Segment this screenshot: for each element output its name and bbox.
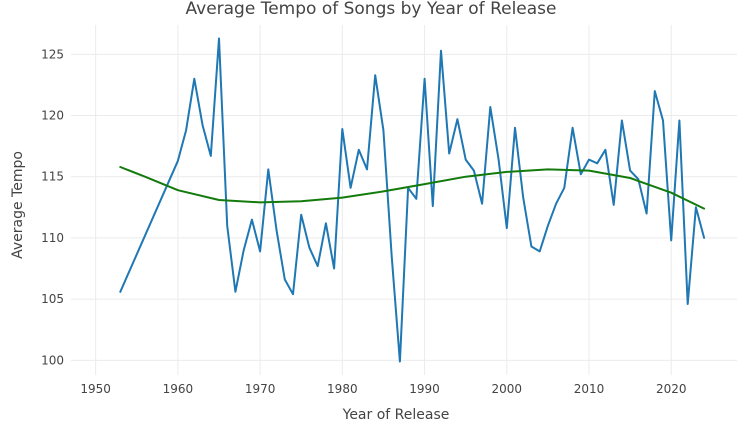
tick-labels: 1950 1960 1970 1980 1990 2000 2010 2020 100 105 11… xyxy=(41,47,686,396)
grid xyxy=(71,25,737,375)
chart-title: Average Tempo of Songs by Year of Releas… xyxy=(186,0,557,19)
x-tick-label: 1970 xyxy=(245,382,276,396)
y-tick-label: 105 xyxy=(41,292,64,306)
y-tick-label: 125 xyxy=(41,47,64,61)
series-layer xyxy=(119,37,706,363)
x-axis-title: Year of Release xyxy=(342,407,450,422)
y-tick-label: 120 xyxy=(41,109,64,123)
series-line-average-tempo xyxy=(119,37,706,363)
x-tick-label: 1980 xyxy=(327,382,358,396)
x-tick-label: 1990 xyxy=(409,382,440,396)
x-tick-label: 2020 xyxy=(656,382,687,396)
x-tick-label: 2010 xyxy=(574,382,605,396)
x-tick-label: 2000 xyxy=(492,382,523,396)
x-tick-label: 1950 xyxy=(80,382,111,396)
x-tick-label: 1960 xyxy=(163,382,194,396)
series-line-trend xyxy=(119,166,706,210)
y-axis-title: Average Tempo xyxy=(10,151,26,259)
y-tick-label: 100 xyxy=(41,353,64,367)
y-tick-label: 115 xyxy=(41,170,64,184)
y-tick-label: 110 xyxy=(41,231,64,245)
